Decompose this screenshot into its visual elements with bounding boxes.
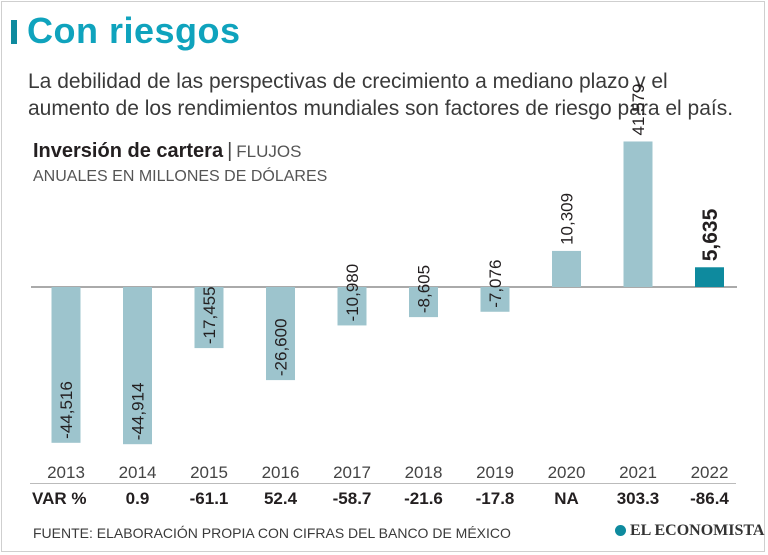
variation-value-2022: -86.4 bbox=[690, 489, 729, 508]
year-label-2014: 2014 bbox=[119, 463, 157, 482]
variation-value-2014: 0.9 bbox=[125, 489, 150, 508]
bar-label-2018: -8,605 bbox=[414, 265, 433, 313]
bar-label-2020: 10,309 bbox=[557, 193, 576, 245]
bar-2020 bbox=[552, 250, 581, 287]
bar-2022 bbox=[695, 267, 724, 287]
bar-2014 bbox=[123, 287, 152, 445]
bar-label-2022: 5,635 bbox=[699, 208, 722, 261]
bar-2019 bbox=[480, 287, 510, 312]
bar-label-2017: -10,980 bbox=[343, 264, 362, 322]
year-label-2020: 2020 bbox=[548, 463, 586, 482]
year-label-2017: 2017 bbox=[333, 463, 371, 482]
year-label-2019: 2019 bbox=[476, 463, 514, 482]
variation-label: VAR % bbox=[32, 489, 87, 508]
variation-value-2020: NA bbox=[554, 489, 579, 508]
bar-label-2013: -44,516 bbox=[57, 381, 76, 439]
year-label-2013: 2013 bbox=[47, 463, 85, 482]
year-label-2016: 2016 bbox=[262, 463, 300, 482]
brand-name: EL ECONOMISTA bbox=[630, 522, 765, 539]
page-subtitle: La debilidad de las perspectivas de crec… bbox=[28, 70, 734, 120]
brand-logo: EL ECONOMISTA bbox=[615, 522, 764, 540]
chart-unit: ANUALES EN MILLONES DE DÓLARES bbox=[33, 168, 328, 185]
variation-value-2018: -21.6 bbox=[404, 489, 443, 508]
chart-title: Inversión de cartera | FLUJOS bbox=[33, 140, 301, 163]
brand-icon bbox=[615, 525, 626, 536]
variation-divider bbox=[30, 483, 736, 484]
chart-title-separator: | bbox=[227, 140, 233, 162]
variation-value-2016: 52.4 bbox=[263, 489, 298, 508]
year-label-2021: 2021 bbox=[619, 463, 657, 482]
variation-value-2015: -61.1 bbox=[189, 489, 229, 508]
bar-2017 bbox=[337, 287, 367, 326]
variation-value-2021: 303.3 bbox=[616, 489, 660, 508]
bar-label-2014: -44,914 bbox=[128, 383, 147, 441]
source-note: FUENTE: ELABORACIÓN PROPIA CON CIFRAS DE… bbox=[33, 525, 511, 541]
bar-label-2019: -7,076 bbox=[486, 260, 505, 308]
year-label-2018: 2018 bbox=[405, 463, 443, 482]
title-accent-bar bbox=[11, 20, 17, 44]
page-title: Con riesgos bbox=[27, 10, 241, 51]
bar-2016 bbox=[266, 287, 295, 381]
year-label-2022: 2022 bbox=[691, 463, 729, 482]
chart-title-bold: Inversión de cartera bbox=[33, 140, 224, 162]
bar-label-2016: -26,600 bbox=[271, 318, 290, 376]
bar-2018 bbox=[409, 287, 438, 318]
variation-value-2019: -17.8 bbox=[475, 489, 515, 508]
bar-2013 bbox=[51, 287, 81, 443]
bar-label-2021: 41,579 bbox=[629, 83, 648, 135]
variation-value-2017: -58.7 bbox=[332, 489, 372, 508]
bar-2015 bbox=[194, 287, 224, 349]
year-label-2015: 2015 bbox=[190, 463, 228, 482]
bar-label-2015: -17,455 bbox=[200, 286, 219, 344]
chart-title-light: FLUJOS bbox=[236, 142, 302, 161]
bar-2021 bbox=[623, 141, 653, 287]
